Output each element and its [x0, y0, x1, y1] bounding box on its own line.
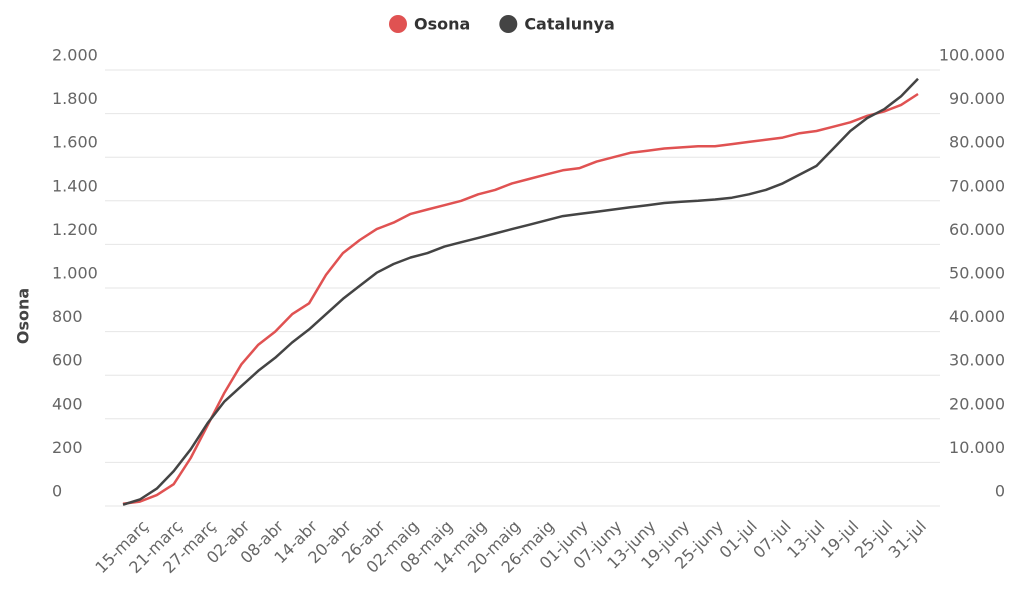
legend-label: Catalunya [524, 15, 614, 34]
y2-tick-label: 100.000 [939, 46, 1005, 65]
y2-tick-label: 30.000 [949, 351, 1005, 370]
y-tick-label: 1.600 [52, 133, 98, 152]
y2-tick-label: 90.000 [949, 89, 1005, 108]
series-line [122, 92, 919, 506]
x-tick-label: 25-jul [851, 517, 896, 562]
legend-marker [389, 15, 407, 33]
y-tick-label: 600 [52, 351, 83, 370]
y-tick-label: 800 [52, 307, 83, 326]
legend-label: Osona [414, 15, 470, 34]
y-tick-label: 200 [52, 438, 83, 457]
y-tick-label: 0 [52, 482, 62, 501]
y-tick-label: 400 [52, 394, 83, 413]
y2-tick-label: 80.000 [949, 133, 1005, 152]
y-tick-label: 1.400 [52, 176, 98, 195]
y2-tick-label: 60.000 [949, 220, 1005, 239]
y-tick-label: 1.000 [52, 264, 98, 283]
x-tick-label: 01-jul [715, 517, 760, 562]
series-line [122, 77, 919, 506]
x-tick-label: 07-jul [749, 517, 794, 562]
x-tick-label: 31-jul [885, 517, 930, 562]
y-tick-label: 1.200 [52, 220, 98, 239]
legend-marker [499, 15, 518, 33]
y-tick-label: 2.000 [52, 46, 98, 65]
y2-tick-label: 0 [995, 482, 1005, 501]
y-tick-label: 1.800 [52, 89, 98, 108]
x-tick-label: 19-jul [817, 517, 862, 562]
y2-tick-label: 20.000 [949, 394, 1005, 413]
y2-tick-label: 10.000 [949, 438, 1005, 457]
y2-tick-label: 40.000 [949, 307, 1005, 326]
y2-tick-label: 70.000 [949, 176, 1005, 195]
y-axis-title: Osona [14, 288, 33, 344]
x-tick-label: 13-jul [783, 517, 828, 562]
y2-tick-label: 50.000 [949, 264, 1005, 283]
